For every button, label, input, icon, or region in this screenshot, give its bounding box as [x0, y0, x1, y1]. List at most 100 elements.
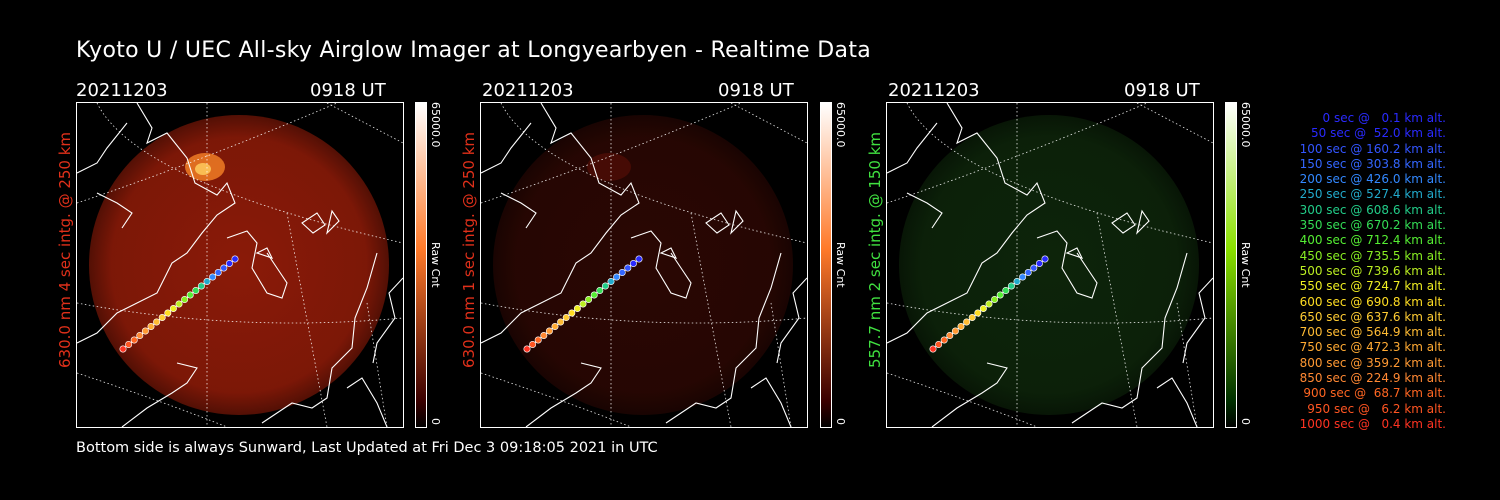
trajectory-point — [1002, 287, 1010, 295]
panel-2-colorbar-max: 65000.0 — [834, 102, 847, 148]
trajectory-entry: 500 sec @ 739.6 km alt. — [1299, 263, 1446, 278]
trajectory-point — [192, 287, 200, 295]
trajectory-point — [940, 336, 948, 344]
trajectory-point — [164, 309, 172, 317]
trajectory-point — [209, 273, 217, 281]
panel-1-ylabel: 630.0 nm 4 sec intg. @ 250 km — [56, 131, 74, 368]
trajectory-point — [181, 296, 189, 304]
trajectory-point — [596, 287, 604, 295]
trajectory-point — [551, 323, 559, 331]
trajectory-entry: 350 sec @ 670.2 km alt. — [1299, 218, 1446, 233]
trajectory-point — [573, 305, 581, 313]
trajectory-entry: 200 sec @ 426.0 km alt. — [1299, 172, 1446, 187]
trajectory-point — [979, 305, 987, 313]
trajectory-point — [523, 345, 531, 353]
panel-3-colorbar-min: 0 — [1239, 418, 1252, 425]
trajectory-point — [225, 260, 233, 268]
trajectory-entry: 850 sec @ 224.9 km alt. — [1299, 371, 1446, 386]
trajectory-point — [175, 300, 183, 308]
trajectory-point — [119, 345, 127, 353]
panel-1-colorbar-unit: Raw Cnt — [429, 242, 442, 288]
allsky-disc — [89, 115, 389, 415]
trajectory-point — [1035, 260, 1043, 268]
panel-2-time: 0918 UT — [718, 80, 794, 101]
trajectory-legend: 0 sec @ 0.1 km alt. 50 sec @ 52.0 km alt.… — [1256, 111, 1446, 432]
trajectory-point — [991, 296, 999, 304]
panel-3-ylabel: 557.7 nm 2 sec intg. @ 150 km — [866, 131, 884, 368]
trajectory-point — [153, 318, 161, 326]
allsky-disc — [493, 115, 793, 415]
trajectory-point — [529, 341, 537, 349]
allsky-disc — [899, 115, 1199, 415]
trajectory-point — [534, 336, 542, 344]
trajectory-point — [629, 260, 637, 268]
trajectory-point — [1019, 273, 1027, 281]
trajectory-point — [613, 273, 621, 281]
panel-3-colorbar-unit: Raw Cnt — [1239, 242, 1252, 288]
trajectory-point — [624, 264, 632, 272]
trajectory-entry: 0 sec @ 0.1 km alt. — [1322, 111, 1447, 125]
trajectory-point — [1041, 255, 1049, 263]
trajectory-entry: 250 sec @ 527.4 km alt. — [1299, 187, 1446, 202]
panel-2-colorbar — [820, 102, 832, 428]
panel-3-time: 0918 UT — [1124, 80, 1200, 101]
trajectory-point — [635, 255, 643, 263]
trajectory-point — [957, 323, 965, 331]
trajectory-point — [1024, 269, 1032, 277]
trajectory-point — [231, 255, 239, 263]
trajectory-point — [968, 314, 976, 322]
footer-status: Bottom side is always Sunward, Last Upda… — [76, 440, 658, 456]
panel-3-colorbar — [1225, 102, 1237, 428]
panel-1-colorbar-min: 0 — [429, 418, 442, 425]
panel-1-colorbar-max: 65000.0 — [429, 102, 442, 148]
trajectory-point — [141, 327, 149, 335]
trajectory-entry: 450 sec @ 735.5 km alt. — [1299, 248, 1446, 263]
trajectory-entry: 650 sec @ 637.6 km alt. — [1299, 309, 1446, 324]
trajectory-point — [540, 332, 548, 340]
trajectory-point — [579, 300, 587, 308]
panel-2-colorbar-min: 0 — [834, 418, 847, 425]
trajectory-entry: 300 sec @ 608.6 km alt. — [1299, 202, 1446, 217]
trajectory-point — [601, 282, 609, 290]
panel-3-colorbar-max: 65000.0 — [1239, 102, 1252, 148]
trajectory-entry: 400 sec @ 712.4 km alt. — [1299, 233, 1446, 248]
panel-2-colorbar-unit: Raw Cnt — [834, 242, 847, 288]
trajectory-point — [1013, 278, 1021, 286]
trajectory-point — [974, 309, 982, 317]
trajectory-point — [996, 291, 1004, 299]
panel-3-date: 20211203 — [888, 80, 980, 101]
trajectory-point — [562, 314, 570, 322]
panel-3-allsky-image — [886, 102, 1214, 428]
trajectory-entry: 750 sec @ 472.3 km alt. — [1299, 340, 1446, 355]
trajectory-point — [545, 327, 553, 335]
trajectory-point — [951, 327, 959, 335]
trajectory-point — [130, 336, 138, 344]
page-title: Kyoto U / UEC All-sky Airglow Imager at … — [76, 38, 872, 63]
trajectory-point — [590, 291, 598, 299]
trajectory-point — [203, 278, 211, 286]
trajectory-entry: 700 sec @ 564.9 km alt. — [1299, 325, 1446, 340]
trajectory-entry: 600 sec @ 690.8 km alt. — [1299, 294, 1446, 309]
trajectory-point — [618, 269, 626, 277]
trajectory-point — [1030, 264, 1038, 272]
trajectory-point — [169, 305, 177, 313]
panel-2-date: 20211203 — [482, 80, 574, 101]
panel-1-colorbar — [415, 102, 427, 428]
trajectory-point — [557, 318, 565, 326]
trajectory-point — [125, 341, 133, 349]
panel-1-allsky-image — [76, 102, 404, 428]
trajectory-point — [220, 264, 228, 272]
trajectory-point — [197, 282, 205, 290]
trajectory-point — [963, 318, 971, 326]
trajectory-point — [985, 300, 993, 308]
trajectory-point — [136, 332, 144, 340]
panel-1-time: 0918 UT — [310, 80, 386, 101]
trajectory-point — [147, 323, 155, 331]
trajectory-point — [935, 341, 943, 349]
panel-2-ylabel: 630.0 nm 1 sec intg. @ 250 km — [460, 131, 478, 368]
panel-1-date: 20211203 — [76, 80, 168, 101]
trajectory-entry: 50 sec @ 52.0 km alt. — [1311, 126, 1446, 141]
panel-2-allsky-image — [480, 102, 808, 428]
trajectory-point — [158, 314, 166, 322]
trajectory-entry: 550 sec @ 724.7 km alt. — [1299, 279, 1446, 294]
